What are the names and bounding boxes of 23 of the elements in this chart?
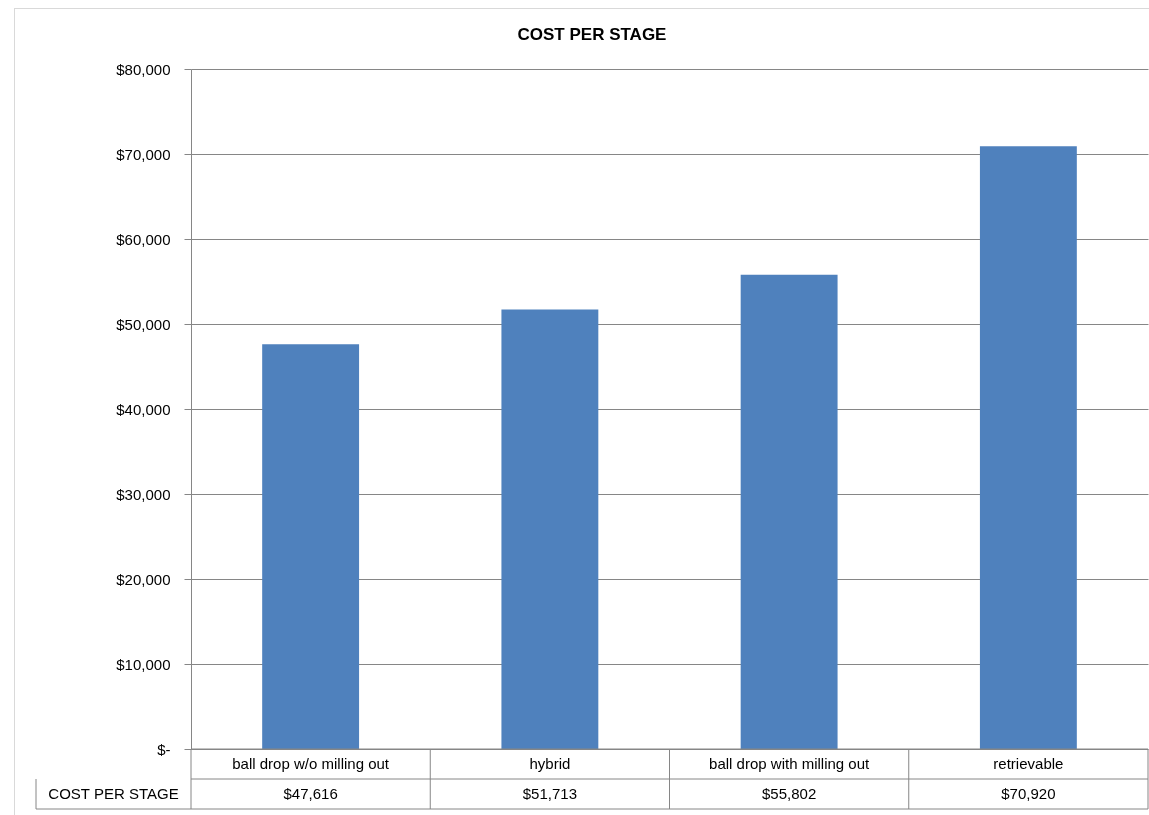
y-tick-label: $30,000 [116,485,171,503]
data-label: $47,616 [283,785,338,802]
bar [501,309,599,749]
x-tick-label: retrievable [993,755,1064,772]
text: COST PER STAGE [48,785,179,802]
y-tick-label: $- [157,740,171,758]
bar [740,274,838,749]
y-tick-label: $50,000 [116,315,171,333]
x-tick-label: ball drop with milling out [709,755,870,772]
y-tick-label: $20,000 [116,570,171,588]
y-tick-label: $40,000 [116,400,171,418]
y-tick-label: $60,000 [116,230,171,248]
chart-title: COST PER STAGE [517,25,667,44]
y-tick-label: $70,000 [116,145,171,163]
x-tick-label: ball drop w/o milling out [232,755,390,772]
y-tick-label: $10,000 [116,655,171,673]
data-label: $55,802 [762,785,817,802]
data-label: $51,713 [522,785,577,802]
data-label: $70,920 [1001,785,1056,802]
bar [262,344,360,749]
x-tick-label: hybrid [529,755,571,772]
y-tick-label: $80,000 [116,60,171,78]
bar [979,146,1077,749]
